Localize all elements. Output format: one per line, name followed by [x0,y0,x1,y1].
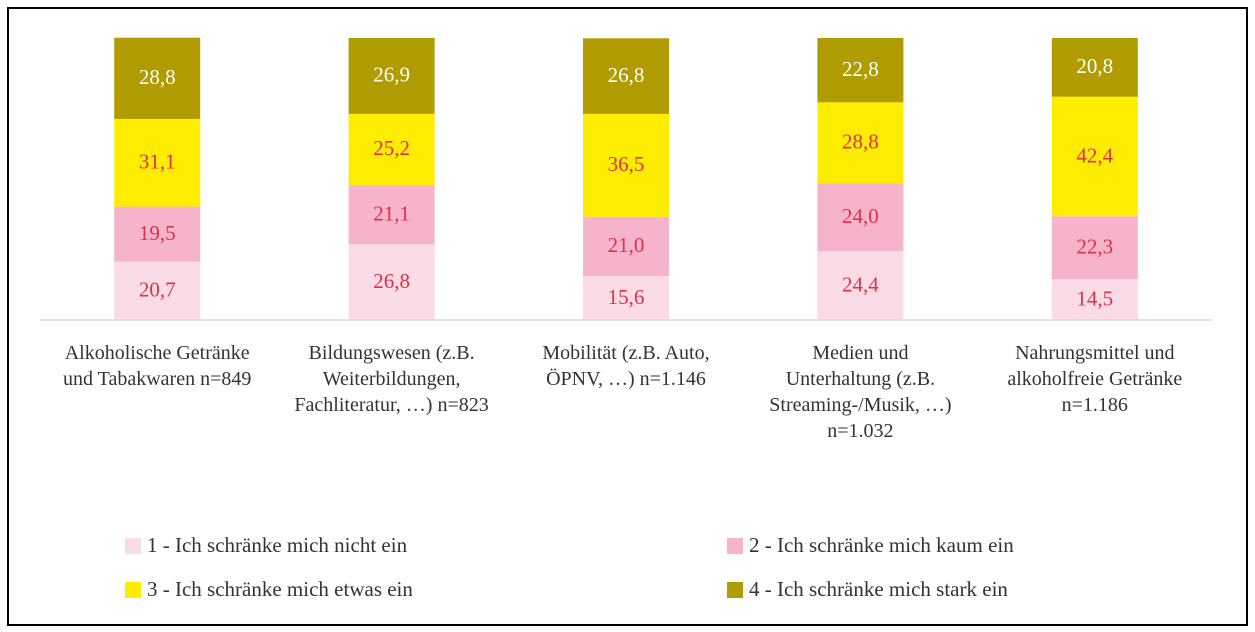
x-tick-label: Nahrungsmittel und alkoholfreie Getränke… [1007,342,1183,416]
data-label: 24,0 [842,204,879,228]
data-label: 31,1 [139,150,176,174]
bar-segment [348,113,435,185]
data-label: 15,6 [608,285,645,309]
bar-segment [348,184,435,245]
legend-swatch [125,538,141,554]
data-label: 20,8 [1076,54,1113,78]
bar-segment [348,38,435,114]
bar-segment [114,37,201,119]
bar-segment [817,102,904,184]
data-label: 26,8 [608,63,645,87]
bar-segment [583,216,669,277]
legend-swatch [727,538,743,554]
bar-segment [348,244,435,320]
data-label: 22,3 [1076,234,1113,258]
bar-segment [817,38,904,103]
bar-segment [817,183,904,252]
bar-segment [583,276,669,320]
legend-label: 1 - Ich schränke mich nicht ein [147,533,408,557]
x-tick-label: Alkoholische Getränke und Tabakwaren n=8… [63,342,252,390]
bar-segment [1051,279,1138,320]
bar-segment [1051,38,1138,97]
data-label: 22,8 [842,57,879,81]
bar-segment [583,38,669,114]
data-label: 21,0 [608,233,645,257]
data-label: 26,8 [373,269,410,293]
bar-segment [114,118,201,207]
bar-segment [114,261,201,320]
x-tick-label: Mobilität (z.B. Auto, ÖPNV, …) n=1.146 [542,342,710,390]
bar-segment [1051,96,1138,217]
data-label: 14,5 [1076,286,1113,310]
data-label: 42,4 [1076,143,1113,167]
data-label: 28,8 [842,130,879,154]
legend-label: 4 - Ich schränke mich stark ein [749,577,1008,601]
bar-segment [583,113,669,217]
bar-segment [114,206,201,262]
legend-label: 3 - Ich schränke mich etwas ein [147,577,413,601]
data-label: 24,4 [842,272,879,296]
bar-segment [817,251,904,320]
data-label: 21,1 [373,201,410,225]
data-label: 28,8 [139,65,176,89]
x-tick-label: Medien und Unterhaltung (z.B. Streaming-… [769,342,952,442]
data-label: 36,5 [608,152,645,176]
data-label: 20,7 [139,278,176,302]
bar-segment [1051,216,1138,280]
data-label: 26,9 [373,63,410,87]
x-tick-label: Bildungswesen (z.B. Weiterbildungen, Fac… [294,342,489,416]
legend-swatch [727,582,743,598]
data-label: 19,5 [139,221,176,245]
legend-label: 2 - Ich schränke mich kaum ein [749,533,1014,557]
legend-swatch [125,582,141,598]
data-label: 25,2 [373,136,410,160]
